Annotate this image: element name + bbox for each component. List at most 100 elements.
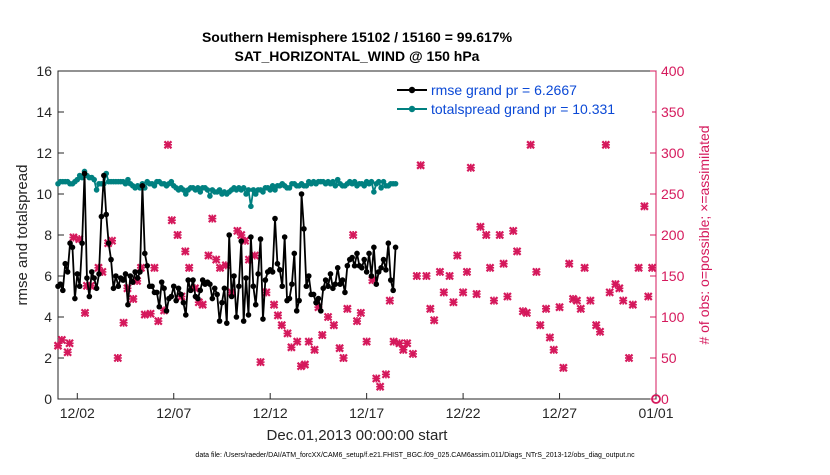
series-point <box>262 277 269 283</box>
series-point <box>373 281 380 288</box>
series-point <box>351 262 358 269</box>
y-tick-label-right: 50 <box>661 350 677 366</box>
series-point <box>96 271 102 277</box>
y-tick-label-right: 350 <box>661 104 685 120</box>
series-point <box>161 285 167 292</box>
assimilated-point <box>181 247 190 256</box>
series-point <box>250 283 257 290</box>
series-point <box>303 283 310 290</box>
assimilated-point <box>362 337 371 346</box>
series-point <box>197 189 204 195</box>
possible-series <box>651 394 661 404</box>
assimilated-point <box>439 288 449 297</box>
x-tick-label: 12/17 <box>349 405 384 421</box>
assimilated-point <box>618 296 628 305</box>
assimilated-point <box>559 363 568 373</box>
series-point <box>57 281 64 288</box>
assimilated-point <box>375 382 385 391</box>
series-point <box>291 250 298 257</box>
assimilated-point <box>273 311 283 320</box>
series-point <box>190 277 196 283</box>
series-point <box>330 178 336 185</box>
assimilated-point <box>449 297 458 307</box>
series-point <box>272 215 278 222</box>
x-axis: 12/02 12/07 12/12 12/17 12/22 12/27 01/01 <box>60 393 674 421</box>
series-point <box>354 250 360 257</box>
series-point <box>86 293 93 300</box>
series-point <box>240 318 247 324</box>
series-point <box>385 240 392 246</box>
series-point <box>93 187 100 193</box>
assimilated-point <box>476 222 485 232</box>
series-point <box>286 185 293 191</box>
series-point <box>380 178 387 185</box>
series-point <box>185 277 192 283</box>
assimilated-point <box>445 271 454 281</box>
series-point <box>175 285 182 292</box>
series-point <box>371 189 377 195</box>
assimilated-point <box>335 343 344 353</box>
assimilated-point <box>352 316 362 326</box>
assimilated-point <box>591 320 601 330</box>
series-point <box>158 279 165 285</box>
x-tick-label: 12/02 <box>60 405 95 421</box>
assimilated-point <box>422 271 431 281</box>
series-point <box>226 232 233 238</box>
assimilated-point <box>399 345 408 355</box>
assimilated-point <box>580 263 589 273</box>
series-point <box>139 183 146 189</box>
assimilated-point <box>323 312 333 322</box>
y-tick-label-left: 12 <box>36 145 52 161</box>
series-point <box>180 299 187 306</box>
series-point <box>361 256 368 263</box>
series-point <box>245 187 252 193</box>
series-point <box>390 287 396 294</box>
x-tick-label: 12/22 <box>446 405 481 421</box>
y-tick-label-left: 6 <box>44 268 52 284</box>
series-point <box>182 191 189 197</box>
y-axis-label-right: # of obs: o=possible; ×=assimilated <box>696 125 712 344</box>
assimilated-point <box>615 284 624 293</box>
series-point <box>137 269 143 275</box>
series-point <box>368 178 375 185</box>
series-point <box>255 271 261 277</box>
series-point <box>125 301 131 308</box>
assimilated-point <box>489 296 499 305</box>
series-point <box>207 281 213 288</box>
legend-marker-rmse <box>408 86 416 94</box>
series-point <box>76 283 83 290</box>
legend-marker-totalspread <box>408 105 416 113</box>
assimilated-point <box>184 263 194 273</box>
series-point <box>173 297 179 304</box>
assimilated-point <box>624 353 634 363</box>
series-point <box>310 291 317 298</box>
series-point <box>195 185 201 191</box>
assimilated-point <box>499 259 508 268</box>
assimilated-point <box>173 230 182 240</box>
series-point <box>245 312 252 318</box>
possible-point <box>651 394 661 404</box>
assimilated-point <box>119 318 128 328</box>
series-point <box>81 170 88 177</box>
series-point <box>252 191 259 197</box>
assimilated-point <box>292 337 302 346</box>
assimilated-point <box>576 304 586 314</box>
y-tick-label-left: 16 <box>36 63 52 79</box>
series-point <box>252 301 259 308</box>
series-point <box>88 269 95 275</box>
y-tick-label-right: 300 <box>661 145 685 161</box>
y-tick-label-left: 14 <box>36 104 52 120</box>
series-point <box>334 176 341 183</box>
assimilated-point <box>65 338 74 348</box>
series-point <box>342 289 348 296</box>
series-point <box>267 187 273 193</box>
series-point <box>330 285 336 292</box>
chart-subtitle: SAT_HORIZONTAL_WIND @ 150 hPa <box>235 48 480 64</box>
y-tick-label-right: 150 <box>661 268 685 284</box>
series-point <box>154 289 160 296</box>
assimilated-point <box>426 304 435 314</box>
series-point <box>233 314 240 320</box>
legend-label-totalspread: totalspread grand pr = 10.331 <box>431 101 615 117</box>
assimilated-point <box>412 271 422 281</box>
